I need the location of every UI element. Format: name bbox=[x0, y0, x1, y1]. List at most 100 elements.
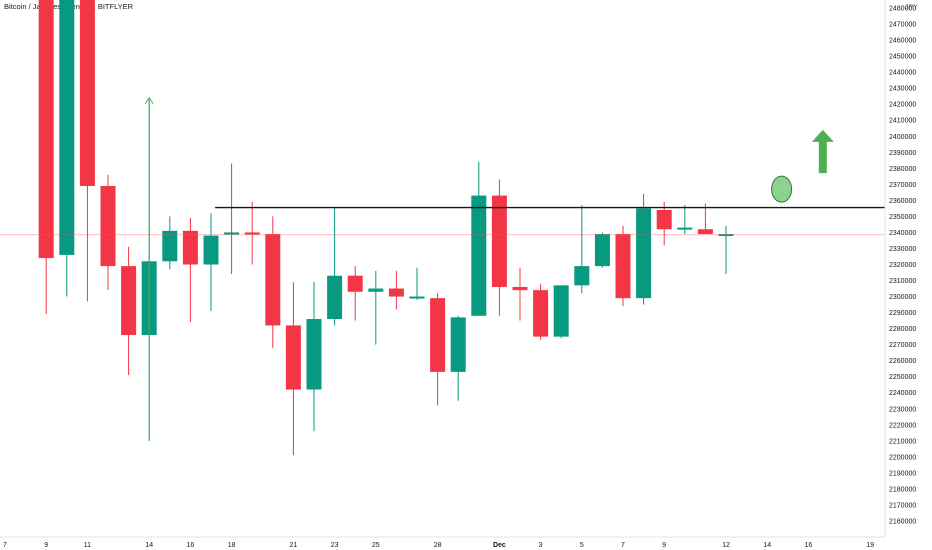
candle-body bbox=[615, 234, 631, 299]
price-tick-label: 2270000 bbox=[889, 342, 916, 349]
candle-down bbox=[121, 246, 137, 376]
candle-up bbox=[636, 193, 652, 305]
candle-body bbox=[697, 229, 713, 235]
price-axis[interactable]: JPY 2160000 2170000 2180000 2190000 2200000 22… bbox=[884, 0, 932, 550]
time-tick-label: 7 bbox=[621, 542, 625, 549]
time-axis[interactable]: 7 9 11 14 16 18 21 23 25 28 Dec 3 5 7 9 12 14 16 19 bbox=[0, 536, 885, 549]
price-tick-label: 2340000 bbox=[889, 230, 916, 237]
price-tick-label: 2230000 bbox=[889, 406, 916, 413]
price-tick-label: 2190000 bbox=[889, 470, 916, 477]
candle-body bbox=[327, 275, 343, 319]
price-tick-label: 2400000 bbox=[889, 134, 916, 141]
price-tick-label: 2220000 bbox=[889, 422, 916, 429]
time-tick-label: 14 bbox=[763, 542, 771, 549]
price-tick-label: 2260000 bbox=[889, 358, 916, 365]
price-tick-label: 2440000 bbox=[889, 70, 916, 77]
candle-body bbox=[162, 230, 178, 262]
candle-down bbox=[100, 174, 116, 291]
candle-body bbox=[656, 209, 672, 230]
candle-body bbox=[512, 286, 528, 291]
candle-up bbox=[471, 161, 487, 316]
candle-body bbox=[368, 288, 384, 292]
time-tick-label: 18 bbox=[228, 542, 236, 549]
candle-up bbox=[203, 213, 219, 311]
candle-body bbox=[224, 232, 240, 235]
candle-down bbox=[656, 201, 672, 246]
time-tick-label: 28 bbox=[434, 542, 442, 549]
candle-down bbox=[347, 266, 363, 321]
candle-body bbox=[677, 227, 693, 230]
candle-body bbox=[594, 234, 610, 267]
candle-up bbox=[574, 205, 590, 294]
candle-up bbox=[327, 206, 343, 326]
candle-body bbox=[574, 266, 590, 286]
candle-body bbox=[347, 275, 363, 292]
candle-body bbox=[121, 266, 137, 336]
price-tick-label: 2390000 bbox=[889, 150, 916, 157]
time-tick-label: 25 bbox=[372, 542, 380, 549]
price-tick-label: 2290000 bbox=[889, 310, 916, 317]
candles bbox=[38, 0, 734, 456]
price-axis-bg bbox=[885, 0, 932, 550]
candle-body bbox=[553, 285, 569, 337]
candle-up bbox=[677, 205, 693, 235]
time-tick-label: 12 bbox=[722, 542, 730, 549]
time-tick-label: 19 bbox=[866, 542, 874, 549]
candle-up bbox=[59, 0, 75, 297]
candle-body bbox=[409, 296, 425, 299]
candle-up bbox=[368, 270, 384, 345]
candle-down bbox=[285, 282, 301, 456]
price-tick-label: 2420000 bbox=[889, 102, 916, 109]
candle-body bbox=[38, 0, 54, 259]
candle-body bbox=[265, 234, 281, 326]
price-tick-label: 2350000 bbox=[889, 214, 916, 221]
price-tick-label: 2320000 bbox=[889, 262, 916, 269]
candle-down bbox=[265, 216, 281, 348]
price-tick-label: 2360000 bbox=[889, 198, 916, 205]
candle-body bbox=[244, 232, 260, 235]
candle-body bbox=[430, 298, 446, 372]
price-tick-label: 2470000 bbox=[889, 22, 916, 29]
price-tick-label: 2240000 bbox=[889, 390, 916, 397]
candle-down bbox=[182, 218, 198, 323]
arrow-block bbox=[811, 129, 834, 174]
time-tick-label: 5 bbox=[580, 542, 584, 549]
candle-body bbox=[182, 230, 198, 265]
price-tick-label: 2180000 bbox=[889, 486, 916, 493]
price-tick-label: 2370000 bbox=[889, 182, 916, 189]
price-unit-label: JPY bbox=[905, 4, 918, 11]
candle-body bbox=[203, 235, 219, 265]
candle-down bbox=[512, 267, 528, 321]
candle-down bbox=[430, 293, 446, 406]
price-tick-label: 2430000 bbox=[889, 86, 916, 93]
annotations: 2355525233849006:44:38 bbox=[0, 96, 930, 441]
price-tick-label: 2250000 bbox=[889, 374, 916, 381]
candle-body bbox=[388, 288, 404, 297]
time-tick-label: 23 bbox=[331, 542, 339, 549]
time-tick-label: 9 bbox=[662, 542, 666, 549]
candle-up bbox=[553, 285, 569, 339]
time-tick-label: 14 bbox=[145, 542, 153, 549]
price-tick-label: 2160000 bbox=[889, 518, 916, 525]
candle-down bbox=[615, 226, 631, 307]
time-tick-label: Dec bbox=[493, 542, 506, 549]
time-tick-label: 16 bbox=[187, 542, 195, 549]
candle-down bbox=[38, 0, 54, 315]
arrow-line-head bbox=[144, 96, 154, 105]
candle-body bbox=[306, 318, 322, 390]
candle-down bbox=[388, 270, 404, 310]
ellipse-marker bbox=[771, 175, 793, 203]
price-tick-label: 2480000 bbox=[889, 6, 916, 13]
candle-body bbox=[59, 0, 75, 255]
time-tick-label: 3 bbox=[539, 542, 543, 549]
price-tick-label: 2200000 bbox=[889, 454, 916, 461]
time-tick-label: 21 bbox=[290, 542, 298, 549]
time-tick-label: 16 bbox=[805, 542, 813, 549]
price-tick-label: 2380000 bbox=[889, 166, 916, 173]
candle-down bbox=[79, 0, 95, 302]
price-tick-label: 2310000 bbox=[889, 278, 916, 285]
candle-up bbox=[718, 226, 734, 275]
candle-body bbox=[471, 195, 487, 316]
candle-up bbox=[450, 315, 466, 401]
